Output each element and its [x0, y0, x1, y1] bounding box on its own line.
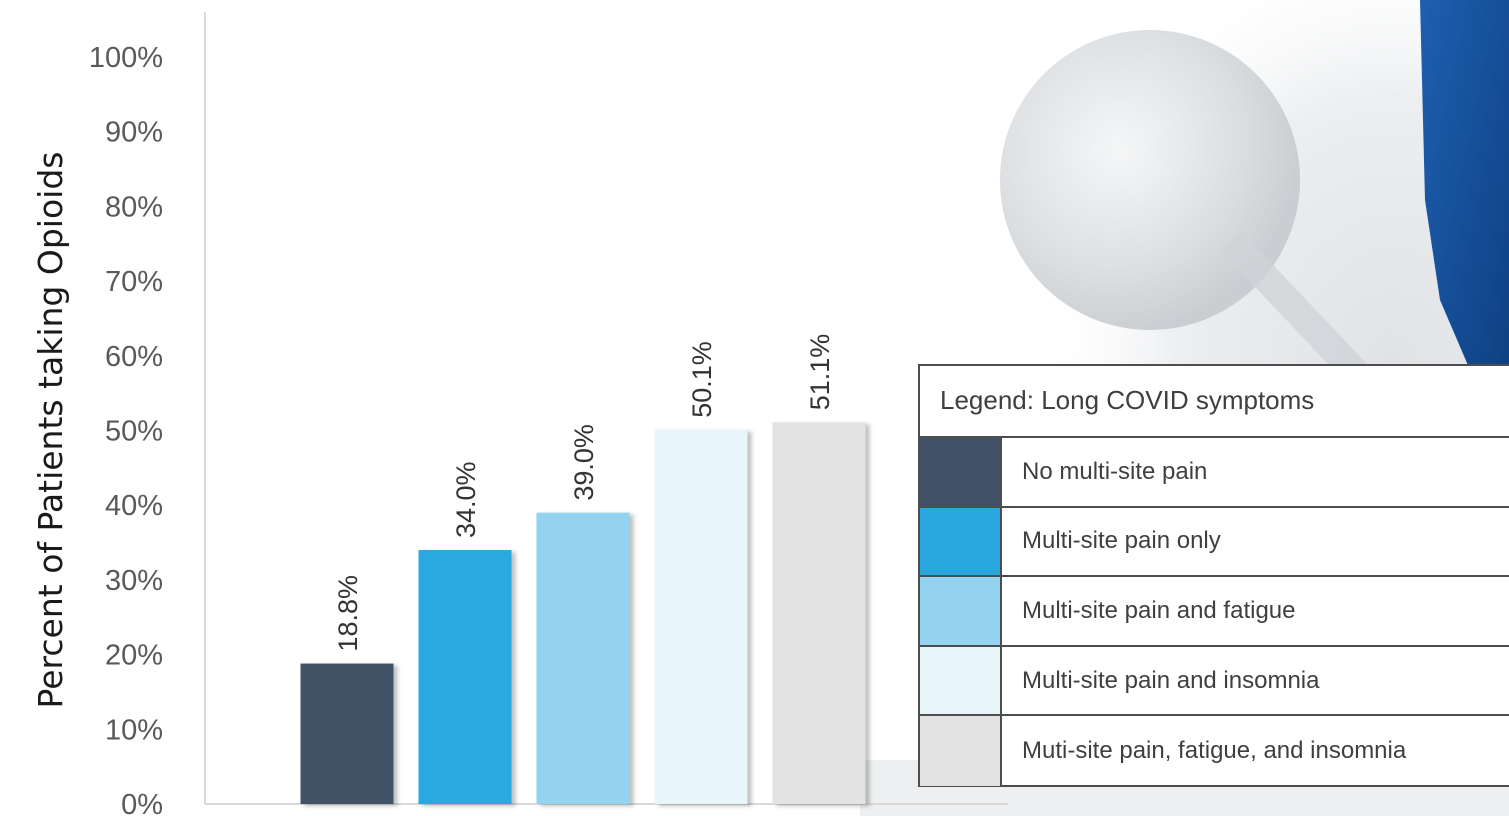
- bar-data-label: 51.1%: [805, 334, 835, 411]
- bar-data-label: 34.0%: [451, 461, 481, 538]
- y-tick-label: 100%: [89, 42, 163, 74]
- legend-swatch: [920, 577, 1002, 645]
- bar-data-label: 39.0%: [569, 424, 599, 501]
- bar-data-label: 18.8%: [333, 575, 363, 652]
- legend-entry: Multi-site pain only: [920, 507, 1509, 578]
- legend-swatch: [920, 646, 1002, 715]
- bar: [654, 429, 748, 804]
- y-tick-label: 80%: [105, 191, 163, 223]
- legend-title: Legend: Long COVID symptoms: [920, 366, 1509, 438]
- y-tick-label: 30%: [105, 565, 163, 597]
- glove-shape: [1420, 0, 1509, 420]
- legend-label: Multi-site pain only: [1022, 527, 1221, 555]
- bar: [772, 422, 866, 804]
- legend-swatch: [920, 438, 1002, 506]
- y-tick-label: 0%: [121, 789, 163, 816]
- legend-entry: No multi-site pain: [920, 438, 1509, 508]
- legend-label: Multi-site pain and fatigue: [1022, 596, 1296, 624]
- y-tick-label: 70%: [105, 266, 163, 298]
- y-tick-label: 60%: [105, 341, 163, 373]
- legend: Legend: Long COVID symptoms No multi-sit…: [918, 364, 1509, 787]
- legend-swatch: [920, 507, 1002, 576]
- y-axis-title: Percent of Patients taking Opioids: [31, 152, 70, 709]
- y-tick-label: 10%: [105, 714, 163, 746]
- legend-entry: Multi-site pain and fatigue: [920, 577, 1509, 647]
- legend-entry: Muti-site pain, fatigue, and insomnia: [920, 716, 1509, 786]
- bar: [418, 550, 512, 804]
- y-tick-label: 90%: [105, 117, 163, 149]
- legend-label: Muti-site pain, fatigue, and insomnia: [1022, 737, 1407, 765]
- bar: [300, 663, 394, 804]
- legend-label: No multi-site pain: [1022, 457, 1208, 485]
- y-tick-label: 50%: [105, 416, 163, 448]
- legend-label: Multi-site pain and insomnia: [1022, 666, 1320, 694]
- legend-entry: Multi-site pain and insomnia: [920, 646, 1509, 717]
- legend-swatch: [920, 716, 1002, 786]
- bar: [536, 512, 630, 804]
- y-tick-label: 20%: [105, 640, 163, 672]
- y-tick-label: 40%: [105, 490, 163, 522]
- bar-data-label: 50.1%: [687, 341, 717, 418]
